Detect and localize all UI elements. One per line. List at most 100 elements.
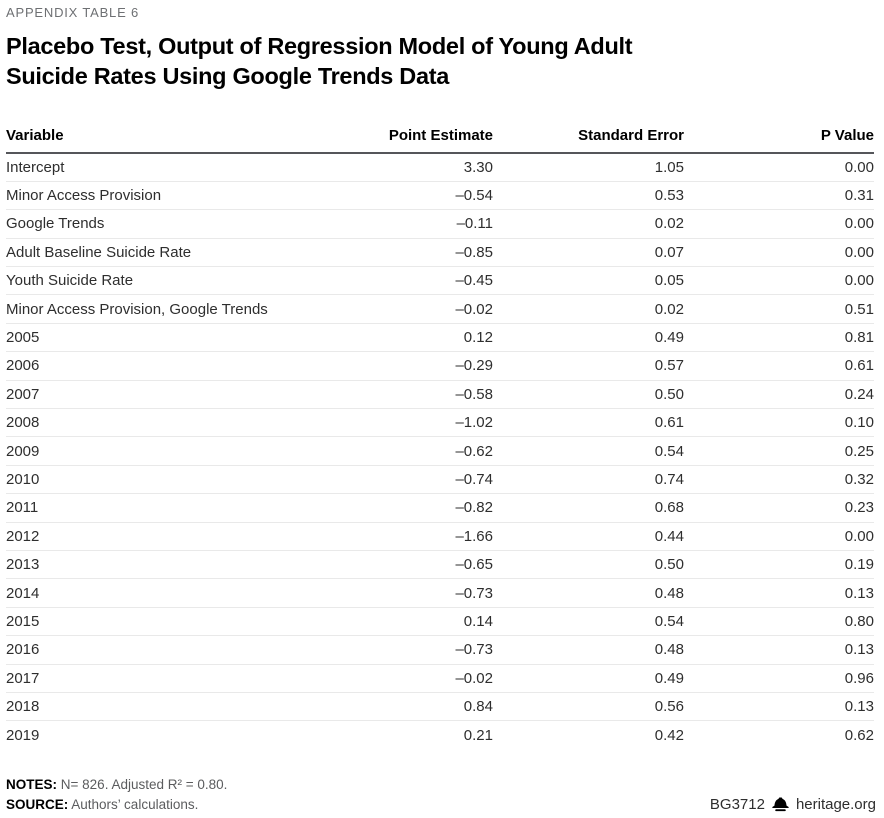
table-row: 2011 –0.82 0.68 0.23	[6, 493, 874, 523]
table-row: 2012 –1.66 0.44 0.00	[6, 522, 874, 551]
brand-line: BG3712 heritage.org	[710, 796, 876, 815]
cell-p-value: 0.80	[684, 607, 874, 637]
table-row: 2019 0.21 0.42 0.62	[6, 721, 874, 749]
table-row: Google Trends –0.11 0.02 0.00	[6, 209, 874, 239]
table-header-row: Variable Point Estimate Standard Error P…	[6, 127, 874, 154]
cell-standard-error: 0.44	[493, 522, 684, 551]
cell-standard-error: 0.50	[493, 550, 684, 580]
source-line: SOURCE: Authors’ calculations.	[6, 795, 227, 815]
cell-variable: Intercept	[6, 153, 306, 182]
report-id: BG3712	[709, 796, 765, 813]
notes-block: NOTES: N= 826. Adjusted R² = 0.80. SOURC…	[6, 775, 227, 815]
cell-variable: 2019	[6, 726, 40, 744]
cell-standard-error: 0.54	[493, 436, 684, 466]
cell-standard-error: 0.57	[493, 351, 684, 381]
cell-p-value: 0.51	[684, 294, 874, 324]
cell-point-estimate: 0.12	[306, 323, 493, 353]
cell-point-estimate: –0.11	[306, 209, 493, 239]
column-header-point-estimate: Point Estimate	[306, 127, 493, 154]
cell-p-value: 0.31	[684, 181, 874, 211]
footer: NOTES: N= 826. Adjusted R² = 0.80. SOURC…	[6, 775, 876, 815]
cell-standard-error: 0.74	[493, 465, 684, 495]
cell-p-value: 0.00	[684, 153, 874, 182]
cell-standard-error: 0.49	[493, 323, 684, 353]
source-label: SOURCE:	[6, 797, 69, 812]
cell-point-estimate: –0.62	[306, 436, 493, 466]
cell-variable: 2012	[6, 522, 306, 551]
table-row: Minor Access Provision, Google Trends –0…	[6, 294, 874, 324]
column-header-p-value: P Value	[684, 127, 874, 154]
cell-point-estimate: –0.58	[306, 380, 493, 410]
cell-variable: 2018	[6, 692, 306, 722]
notes-text: N= 826. Adjusted R² = 0.80.	[60, 777, 228, 792]
page-title: Placebo Test, Output of Regression Model…	[6, 32, 876, 91]
table-body: Intercept 3.30 1.05 0.00 Minor Access Pr…	[6, 153, 874, 749]
table-row: 2009 –0.62 0.54 0.25	[6, 436, 874, 466]
cell-point-estimate: 0.14	[306, 607, 493, 637]
cell-point-estimate: –0.73	[306, 635, 493, 665]
cell-p-value: 0.13	[684, 635, 874, 665]
table-row: 2006 –0.29 0.57 0.61	[6, 351, 874, 381]
cell-point-estimate: –1.66	[306, 522, 493, 551]
cell-standard-error: 0.54	[493, 607, 684, 637]
table-row: Adult Baseline Suicide Rate –0.85 0.07 0…	[6, 238, 874, 268]
cell-standard-error: 0.68	[493, 493, 684, 523]
page-title-line-1: Placebo Test, Output of Regression Model…	[6, 33, 633, 59]
cell-variable: 2010	[6, 465, 306, 495]
site-url: heritage.org	[795, 796, 876, 813]
cell-variable: 2014	[6, 578, 306, 608]
table-row: Minor Access Provision –0.54 0.53 0.31	[6, 181, 874, 211]
cell-point-estimate: –0.02	[306, 294, 493, 324]
cell-point-estimate: –0.74	[306, 465, 493, 495]
cell-variable: Adult Baseline Suicide Rate	[6, 238, 306, 268]
table-row: 2018 0.84 0.56 0.13	[6, 692, 874, 722]
cell-variable: 2017	[6, 664, 306, 693]
cell-p-value: 0.24	[684, 380, 874, 410]
cell-variable: 2007	[6, 380, 306, 410]
cell-variable: 2016	[6, 635, 306, 665]
cell-variable: Minor Access Provision	[6, 181, 306, 211]
cell-standard-error: 0.07	[493, 238, 684, 268]
cell-variable: 2006	[6, 351, 306, 381]
cell-standard-error: 0.49	[493, 664, 684, 693]
cell-p-value: 0.19	[684, 550, 874, 580]
column-header-variable: Variable	[6, 127, 306, 154]
table-row: Intercept 3.30 1.05 0.00	[6, 153, 874, 182]
cell-variable: 2009	[6, 436, 306, 466]
cell-p-value: 0.00	[684, 522, 874, 551]
notes-line: NOTES: N= 826. Adjusted R² = 0.80.	[6, 775, 227, 795]
table-row: 2010 –0.74 0.74 0.32	[6, 465, 874, 495]
cell-p-value: 0.13	[684, 578, 874, 608]
cell-point-estimate: –0.85	[306, 238, 493, 268]
source-text: Authors’ calculations.	[71, 797, 199, 812]
page-title-line-2: Suicide Rates Using Google Trends Data	[6, 62, 450, 89]
cell-standard-error: 0.48	[493, 635, 684, 665]
cell-p-value: 0.10	[684, 408, 874, 438]
table-row: 2016 –0.73 0.48 0.13	[6, 635, 874, 665]
cell-point-estimate: 0.84	[306, 692, 493, 722]
table-row: 2013 –0.65 0.50 0.19	[6, 550, 874, 580]
cell-standard-error: 0.48	[493, 578, 684, 608]
table-row: 2014 –0.73 0.48 0.13	[6, 578, 874, 608]
cell-standard-error: 0.02	[493, 209, 684, 239]
table-row: Youth Suicide Rate –0.45 0.05 0.00	[6, 266, 874, 296]
cell-variable: 2015	[6, 607, 306, 637]
cell-point-estimate: 0.21	[463, 726, 493, 744]
cell-variable: Google Trends	[6, 209, 306, 239]
cell-p-value: 0.62	[844, 726, 874, 744]
cell-p-value: 0.00	[684, 209, 874, 239]
cell-point-estimate: –1.02	[306, 408, 493, 438]
table-row: 2017 –0.02 0.49 0.96	[6, 664, 874, 693]
cell-variable: Minor Access Provision, Google Trends	[6, 294, 306, 324]
column-header-standard-error: Standard Error	[493, 127, 684, 154]
cell-p-value: 0.96	[684, 664, 874, 693]
cell-standard-error: 0.61	[493, 408, 684, 438]
cell-point-estimate: –0.45	[306, 266, 493, 296]
cell-standard-error: 0.53	[493, 181, 684, 211]
cell-standard-error: 0.42	[654, 726, 684, 744]
table-row: 2007 –0.58 0.50 0.24	[6, 380, 874, 410]
cell-variable: Youth Suicide Rate	[6, 266, 306, 296]
cell-point-estimate: –0.29	[306, 351, 493, 381]
cell-p-value: 0.00	[684, 238, 874, 268]
cell-variable: 2013	[6, 550, 306, 580]
